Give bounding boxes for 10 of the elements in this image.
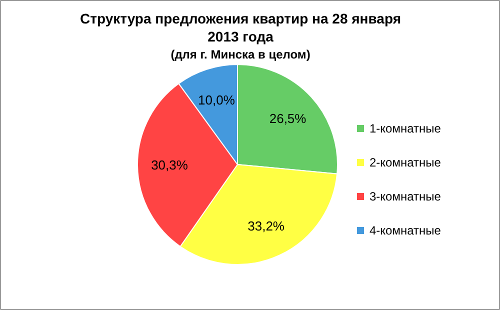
data-label: 10,0% (198, 92, 236, 108)
legend-label: 3-комнатные (370, 190, 442, 204)
legend-label: 1-комнатные (370, 122, 442, 136)
chart-subtitle: (для г. Минска в целом) (170, 48, 310, 62)
data-label: 33,2% (248, 218, 285, 234)
legend-label: 4-комнатные (370, 224, 442, 238)
chart-title: Структура предложения квартир на 28 января 2013 года (80, 10, 402, 44)
legend-label: 2-комнатные (370, 156, 442, 170)
data-label: 30,3% (151, 158, 188, 173)
data-label: 26,5% (269, 111, 307, 126)
